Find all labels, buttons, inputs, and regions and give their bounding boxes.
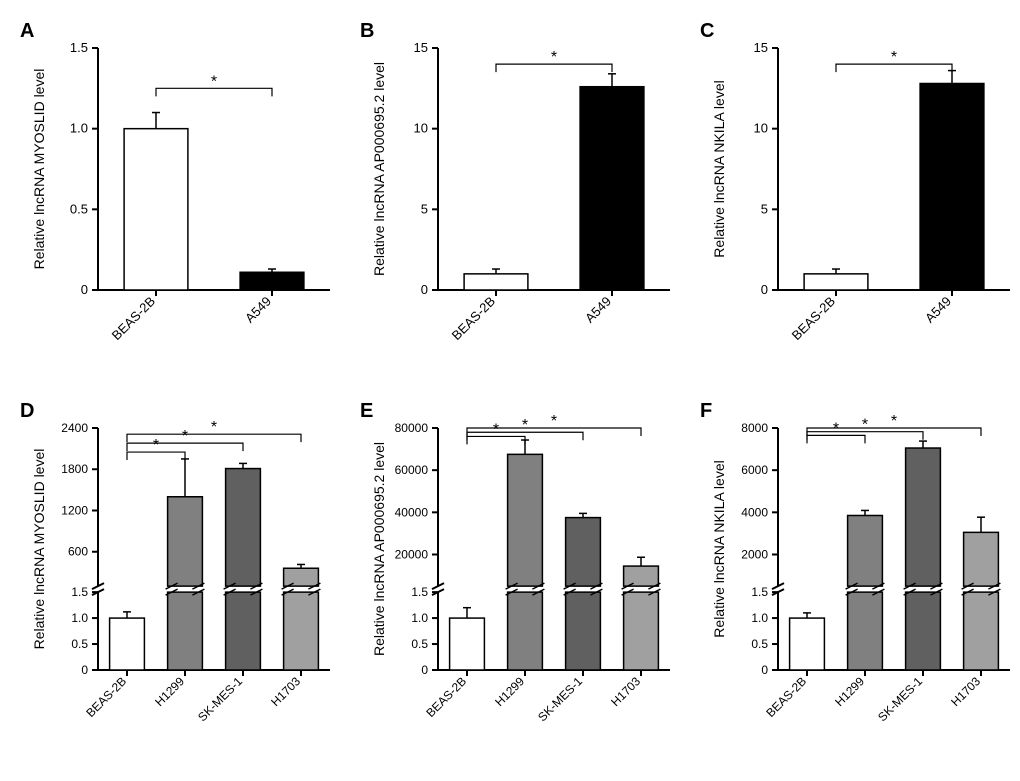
svg-text:BEAS-2B: BEAS-2B xyxy=(789,294,838,343)
chart-b: 0 5 10 15 BEAS-2B A549 * Relative lncRNA AP0006… xyxy=(360,20,680,380)
chart-c: 0 5 10 15 BEAS-2B A549 * Relative lncRNA NKILA … xyxy=(700,20,1020,380)
svg-text:*: * xyxy=(211,73,217,90)
svg-text:0: 0 xyxy=(421,663,428,677)
svg-text:0: 0 xyxy=(761,663,768,677)
svg-text:A549: A549 xyxy=(242,294,274,326)
svg-text:10: 10 xyxy=(414,121,428,136)
svg-text:BEAS-2B: BEAS-2B xyxy=(423,674,469,720)
svg-text:H1299: H1299 xyxy=(492,674,527,709)
svg-text:0.5: 0.5 xyxy=(411,637,428,651)
svg-text:0: 0 xyxy=(761,282,768,297)
chart-e: 0 0.5 1.0 1.5 20000 40000 60000 80000 BEAS-2B H12… xyxy=(360,400,680,760)
svg-text:1.5: 1.5 xyxy=(70,40,88,55)
svg-text:BEAS-2B: BEAS-2B xyxy=(109,294,158,343)
svg-text:BEAS-2B: BEAS-2B xyxy=(83,674,129,720)
svg-text:8000: 8000 xyxy=(741,421,768,435)
svg-text:5: 5 xyxy=(421,201,428,216)
svg-text:SK-MES-1: SK-MES-1 xyxy=(195,674,245,724)
panel-a: A 0 0.5 1.0 1.5 BEAS-2B A549 * Relative lncRNA … xyxy=(20,20,340,380)
svg-text:A549: A549 xyxy=(582,294,614,326)
svg-text:Relative lncRNA MYOSLID level: Relative lncRNA MYOSLID level xyxy=(31,69,47,270)
svg-text:20000: 20000 xyxy=(395,547,429,561)
panel-label: C xyxy=(700,20,714,43)
svg-text:1800: 1800 xyxy=(61,462,88,476)
svg-text:*: * xyxy=(211,419,217,436)
svg-text:H1703: H1703 xyxy=(608,674,643,709)
svg-text:H1299: H1299 xyxy=(832,674,867,709)
panel-label: E xyxy=(360,400,373,423)
chart-a: 0 0.5 1.0 1.5 BEAS-2B A549 * Relative lncRNA MY… xyxy=(20,20,340,380)
panel-e: E 0 0.5 1.0 1.5 20000 40000 60000 80000 BEAS-2B H… xyxy=(360,400,680,760)
svg-text:1.0: 1.0 xyxy=(70,121,88,136)
svg-text:*: * xyxy=(891,49,897,66)
svg-text:H1703: H1703 xyxy=(268,674,303,709)
svg-text:15: 15 xyxy=(754,40,768,55)
svg-text:H1299: H1299 xyxy=(152,674,187,709)
svg-text:SK-MES-1: SK-MES-1 xyxy=(535,674,585,724)
svg-text:15: 15 xyxy=(414,40,428,55)
svg-text:1.0: 1.0 xyxy=(71,611,88,625)
svg-text:Relative lncRNA AP000695.2 lev: Relative lncRNA AP000695.2 level xyxy=(371,442,387,656)
svg-text:Relative lncRNA NKILA level: Relative lncRNA NKILA level xyxy=(711,80,727,257)
panel-c: C 0 5 10 15 BEAS-2B A549 * Relative lncRNA NKIL… xyxy=(700,20,1020,380)
svg-text:Relative lncRNA MYOSLID level: Relative lncRNA MYOSLID level xyxy=(31,449,47,650)
chart-f: 0 0.5 1.0 1.5 2000 4000 6000 8000 BEAS-2B H1299SK… xyxy=(700,400,1020,760)
svg-text:*: * xyxy=(182,428,188,445)
figure-grid: A 0 0.5 1.0 1.5 BEAS-2B A549 * Relative lncRNA … xyxy=(20,20,1000,760)
svg-text:10: 10 xyxy=(754,121,768,136)
svg-text:1200: 1200 xyxy=(61,503,88,517)
panel-label: B xyxy=(360,20,374,43)
svg-text:0: 0 xyxy=(81,282,88,297)
svg-text:4000: 4000 xyxy=(741,505,768,519)
svg-text:*: * xyxy=(153,437,159,454)
svg-text:1.5: 1.5 xyxy=(751,585,768,599)
svg-text:A549: A549 xyxy=(922,294,954,326)
svg-text:40000: 40000 xyxy=(395,505,429,519)
svg-text:0.5: 0.5 xyxy=(70,201,88,216)
panel-label: A xyxy=(20,20,34,43)
panel-f: F 0 0.5 1.0 1.5 2000 4000 6000 8000 BEAS-2B H1299… xyxy=(700,400,1020,760)
svg-text:SK-MES-1: SK-MES-1 xyxy=(875,674,925,724)
svg-text:2400: 2400 xyxy=(61,421,88,435)
svg-text:6000: 6000 xyxy=(741,463,768,477)
svg-text:0.5: 0.5 xyxy=(71,637,88,651)
panel-b: B 0 5 10 15 BEAS-2B A549 * Relative lncRNA AP00… xyxy=(360,20,680,380)
svg-text:*: * xyxy=(522,417,528,434)
svg-text:80000: 80000 xyxy=(395,421,429,435)
svg-text:600: 600 xyxy=(68,545,88,559)
panel-label: F xyxy=(700,400,712,423)
svg-text:*: * xyxy=(551,49,557,66)
svg-text:*: * xyxy=(493,421,499,438)
svg-text:BEAS-2B: BEAS-2B xyxy=(449,294,498,343)
svg-text:*: * xyxy=(891,413,897,430)
svg-text:Relative lncRNA AP000695.2 lev: Relative lncRNA AP000695.2 level xyxy=(371,62,387,276)
svg-text:1.0: 1.0 xyxy=(751,611,768,625)
svg-text:*: * xyxy=(551,413,557,430)
panel-label: D xyxy=(20,400,34,423)
svg-text:*: * xyxy=(833,420,839,437)
panel-d: D 0 0.5 1.0 1.5 600 1200 1800 2400 BEAS-2B H1299S… xyxy=(20,400,340,760)
svg-text:60000: 60000 xyxy=(395,463,429,477)
svg-text:0: 0 xyxy=(81,663,88,677)
chart-d: 0 0.5 1.0 1.5 600 1200 1800 2400 BEAS-2B H1299SK-… xyxy=(20,400,340,760)
svg-text:5: 5 xyxy=(761,201,768,216)
svg-text:1.5: 1.5 xyxy=(411,585,428,599)
svg-text:BEAS-2B: BEAS-2B xyxy=(763,674,809,720)
svg-text:*: * xyxy=(862,417,868,434)
svg-text:2000: 2000 xyxy=(741,547,768,561)
svg-text:0: 0 xyxy=(421,282,428,297)
svg-text:H1703: H1703 xyxy=(948,674,983,709)
svg-text:1.0: 1.0 xyxy=(411,611,428,625)
svg-text:Relative lncRNA NKILA level: Relative lncRNA NKILA level xyxy=(711,460,727,637)
svg-text:0.5: 0.5 xyxy=(751,637,768,651)
svg-text:1.5: 1.5 xyxy=(71,585,88,599)
